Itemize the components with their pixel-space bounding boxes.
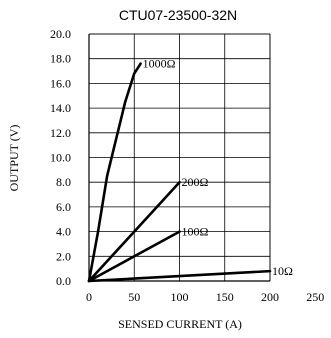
series-layer	[87, 62, 272, 283]
x-axis-label: SENSED CURRENT (A)	[118, 317, 242, 331]
y-tick-label: 4.0	[56, 225, 71, 239]
y-tick-label: 8.0	[56, 175, 71, 189]
y-axis-label: OUTPUT (V)	[7, 125, 21, 192]
x-tick-label: 150	[216, 290, 234, 304]
series-label: 10Ω	[272, 264, 293, 278]
y-tick-label: 6.0	[56, 200, 71, 214]
x-tick-label: 200	[261, 290, 279, 304]
axes-layer	[88, 33, 271, 282]
chart-title: CTU07-23500-32N	[119, 7, 237, 23]
series-line	[87, 62, 142, 283]
y-tick-label: 12.0	[50, 126, 71, 140]
y-tick-label: 2.0	[56, 249, 71, 263]
x-tick-label: 0	[86, 290, 92, 304]
series-line	[87, 269, 272, 283]
y-tick-label: 0.0	[56, 274, 71, 288]
x-tick-label: 100	[171, 290, 189, 304]
y-tick-label: 18.0	[50, 52, 71, 66]
x-tick-label: 50	[128, 290, 140, 304]
series-line	[87, 230, 181, 283]
y-tick-label: 10.0	[50, 151, 71, 165]
y-tick-label: 16.0	[50, 76, 71, 90]
y-tick-label: 14.0	[50, 101, 71, 115]
series-line	[87, 180, 181, 283]
series-label: 200Ω	[182, 175, 209, 189]
y-tick-label: 20.0	[50, 27, 71, 41]
x-tick-label: 250	[306, 290, 324, 304]
series-label: 100Ω	[182, 225, 209, 239]
series-label: 1000Ω	[143, 57, 176, 71]
ticks-layer: 0.0 2.0 4.0 6.0 8.0 10.0 12.0 14.0 16.0 18.0 20.0 0…	[50, 27, 324, 304]
labels-layer: 1000Ω 200Ω 100Ω 10Ω	[143, 57, 293, 278]
